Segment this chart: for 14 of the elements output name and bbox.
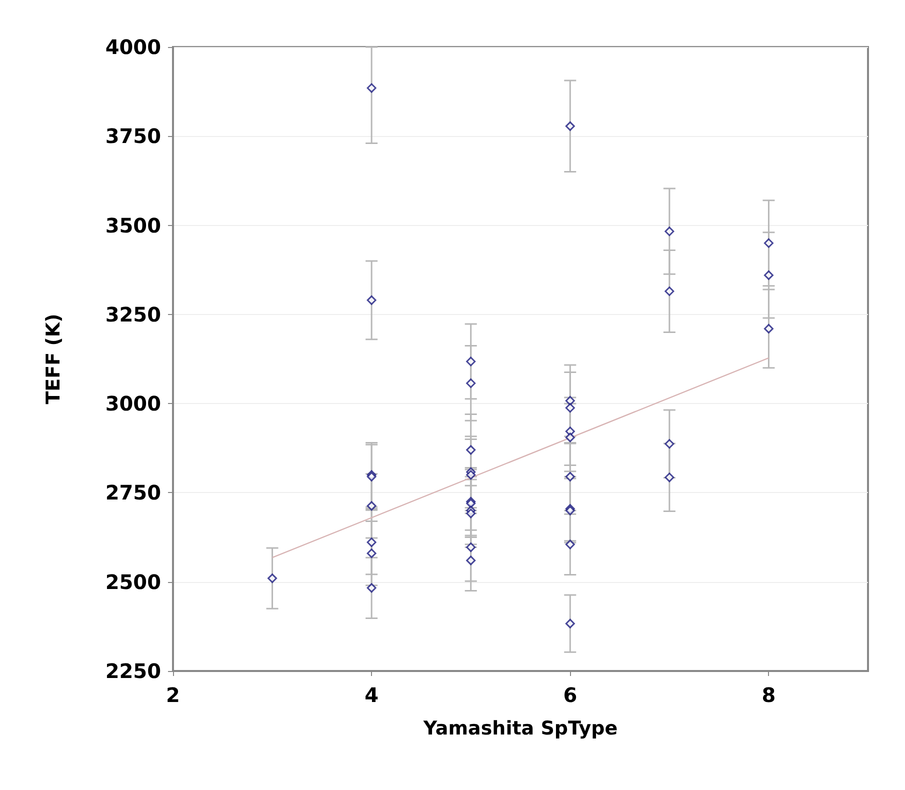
y-tick-label: 4000 — [105, 35, 161, 59]
y-axis-title: TEFF (K) — [42, 314, 64, 404]
x-axis-title: Yamashita SpType — [422, 718, 618, 740]
y-tick-label: 2250 — [105, 659, 161, 683]
x-tick-label: 4 — [364, 683, 379, 707]
x-tick-label: 2 — [166, 683, 180, 707]
y-tick-label: 3500 — [105, 213, 161, 238]
x-tick-label: 8 — [762, 683, 776, 707]
y-tick-label: 3750 — [105, 124, 161, 148]
y-tick-label: 2750 — [105, 480, 161, 505]
y-tick-label: 3250 — [105, 302, 161, 326]
y-tick-label: 3000 — [105, 392, 161, 416]
y-tick-label: 2500 — [105, 570, 161, 594]
x-tick-label: 6 — [563, 683, 578, 707]
